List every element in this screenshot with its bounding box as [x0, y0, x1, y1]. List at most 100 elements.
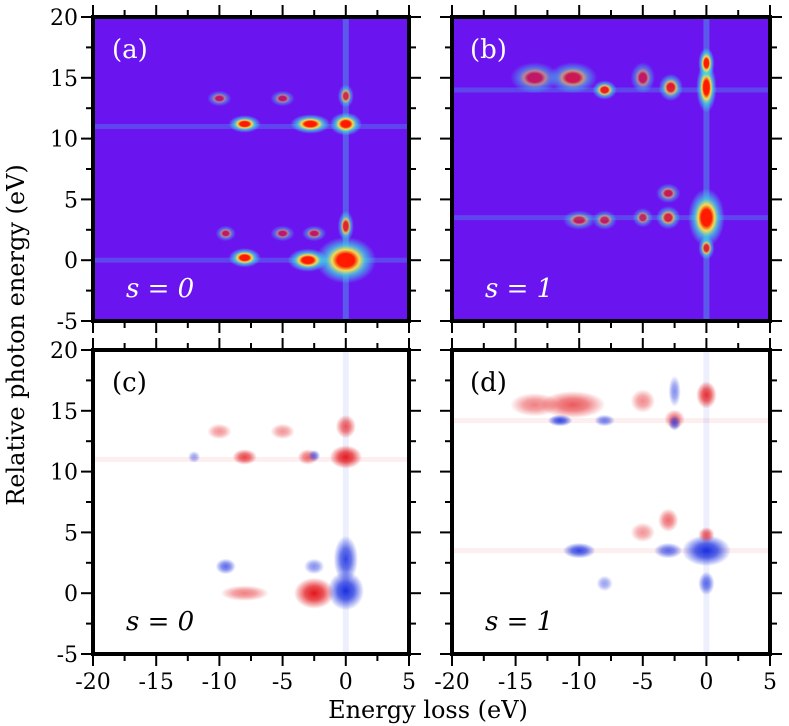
heatmap-peak	[658, 73, 683, 102]
x-tick-label: 5	[763, 670, 777, 695]
heatmap-peak	[698, 47, 715, 79]
y-tick-label: 10	[50, 461, 78, 486]
heatmap-peak	[510, 62, 560, 94]
heatmap-peak	[232, 449, 257, 465]
heatmap-peak	[304, 558, 325, 575]
y-tick-label: 10	[50, 128, 78, 153]
heatmap-peak	[594, 414, 615, 427]
y-tick-label: -5	[57, 310, 78, 335]
panel-label-d: (d)	[470, 368, 507, 398]
heatmap-peak	[698, 527, 715, 543]
s-label-c: s = 0	[126, 607, 194, 637]
heatmap-peak	[337, 210, 354, 242]
y-tick-label: 5	[64, 521, 78, 546]
heatmap-peak	[547, 414, 573, 427]
panel-c: (c) s = 0	[81, 338, 421, 666]
tick-labels: -5 0 5 10 15 20 -5 0 5 10 15 20 -20 -15 -10 -5 0 5 -20 -15 -…	[50, 6, 777, 695]
horizontal-streak	[452, 548, 770, 554]
x-tick-label: -15	[498, 670, 533, 695]
panel-b: (b) s = 1	[440, 5, 782, 333]
y-tick-label: 0	[64, 249, 78, 274]
s-label-d: s = 1	[485, 607, 553, 637]
x-axis-title: Energy loss (eV)	[328, 696, 528, 724]
heatmap-peak	[658, 508, 679, 532]
heatmap-background	[452, 17, 770, 321]
x-tick-label: -20	[75, 670, 110, 695]
heatmap-peak	[270, 423, 295, 440]
heatmap-peak	[656, 183, 681, 204]
x-tick-label: 5	[402, 670, 416, 695]
heatmap-peak	[270, 225, 295, 242]
x-tick-label: 0	[699, 670, 713, 695]
y-tick-label: 20	[50, 6, 78, 31]
panel-a: (a) s = 0	[81, 5, 421, 333]
heatmap-peak	[337, 84, 354, 108]
heatmap-peak	[696, 381, 717, 409]
vertical-streak	[703, 350, 710, 654]
heatmap-peak	[592, 210, 617, 230]
heatmap-peak	[333, 535, 358, 583]
heatmap-peak	[630, 62, 656, 94]
y-tick-label: 15	[50, 67, 78, 92]
x-tick-label: -10	[202, 670, 237, 695]
s-label-b: s = 1	[485, 274, 553, 304]
heatmap-peak	[335, 414, 356, 439]
x-tick-label: -15	[138, 670, 173, 695]
heatmap-peak	[596, 575, 613, 592]
panel-label-a: (a)	[112, 35, 148, 65]
vertical-streak	[703, 17, 710, 321]
heatmap-peak	[562, 542, 596, 559]
y-tick-label: 20	[50, 339, 78, 364]
x-tick-label: -5	[632, 670, 653, 695]
x-tick-label: 0	[339, 670, 353, 695]
heatmap-peak	[290, 114, 331, 134]
heatmap-peak	[698, 236, 715, 260]
panel-d: (d) s = 1	[440, 338, 782, 666]
heatmap-c	[93, 350, 409, 654]
heatmap-peak	[215, 225, 236, 242]
heatmap-peak	[540, 391, 606, 419]
ticks-c	[81, 338, 421, 666]
heatmap-peak	[207, 423, 232, 440]
heatmap-peak	[668, 375, 681, 407]
heatmap-peak	[688, 188, 725, 247]
heatmap-b	[452, 17, 770, 321]
panel-label-c: (c)	[112, 368, 147, 398]
heatmap-peak	[668, 415, 681, 431]
heatmap-peak	[630, 522, 656, 543]
heatmap-peak	[188, 451, 201, 463]
heatmap-peak	[302, 225, 327, 242]
heatmap-peak	[327, 571, 365, 611]
y-tick-label: -5	[57, 643, 78, 668]
ticks-a	[81, 5, 421, 333]
s-label-a: s = 0	[126, 274, 194, 304]
heatmap-d	[452, 350, 770, 654]
y-tick-label: 15	[50, 400, 78, 425]
heatmap-peak	[270, 90, 295, 107]
heatmap-peak	[293, 577, 335, 609]
heatmap-peak	[510, 393, 560, 417]
ticks-b	[440, 5, 782, 333]
heatmap-peak	[228, 248, 261, 268]
heatmap-peak	[329, 445, 362, 469]
heatmap-a	[93, 17, 409, 321]
x-tick-label: -20	[434, 670, 469, 695]
y-tick-label: 0	[64, 582, 78, 607]
heatmap-peak	[656, 205, 681, 230]
heatmap-peak	[592, 80, 617, 100]
heatmap-peak	[630, 389, 656, 413]
heatmap-peak	[215, 558, 236, 575]
heatmap-peak	[329, 112, 362, 136]
heatmap-peak	[632, 207, 653, 228]
panel-label-b: (b)	[470, 35, 507, 65]
heatmap-peak	[308, 449, 321, 462]
vertical-streak	[342, 350, 349, 654]
x-tick-label: -10	[561, 670, 596, 695]
heatmap-peak	[220, 585, 269, 601]
heatmap-peak	[228, 115, 261, 133]
heatmap-peak	[287, 248, 329, 272]
heatmap-peak	[207, 90, 232, 107]
x-tick-label: -5	[272, 670, 293, 695]
heatmap-peak	[548, 62, 598, 94]
